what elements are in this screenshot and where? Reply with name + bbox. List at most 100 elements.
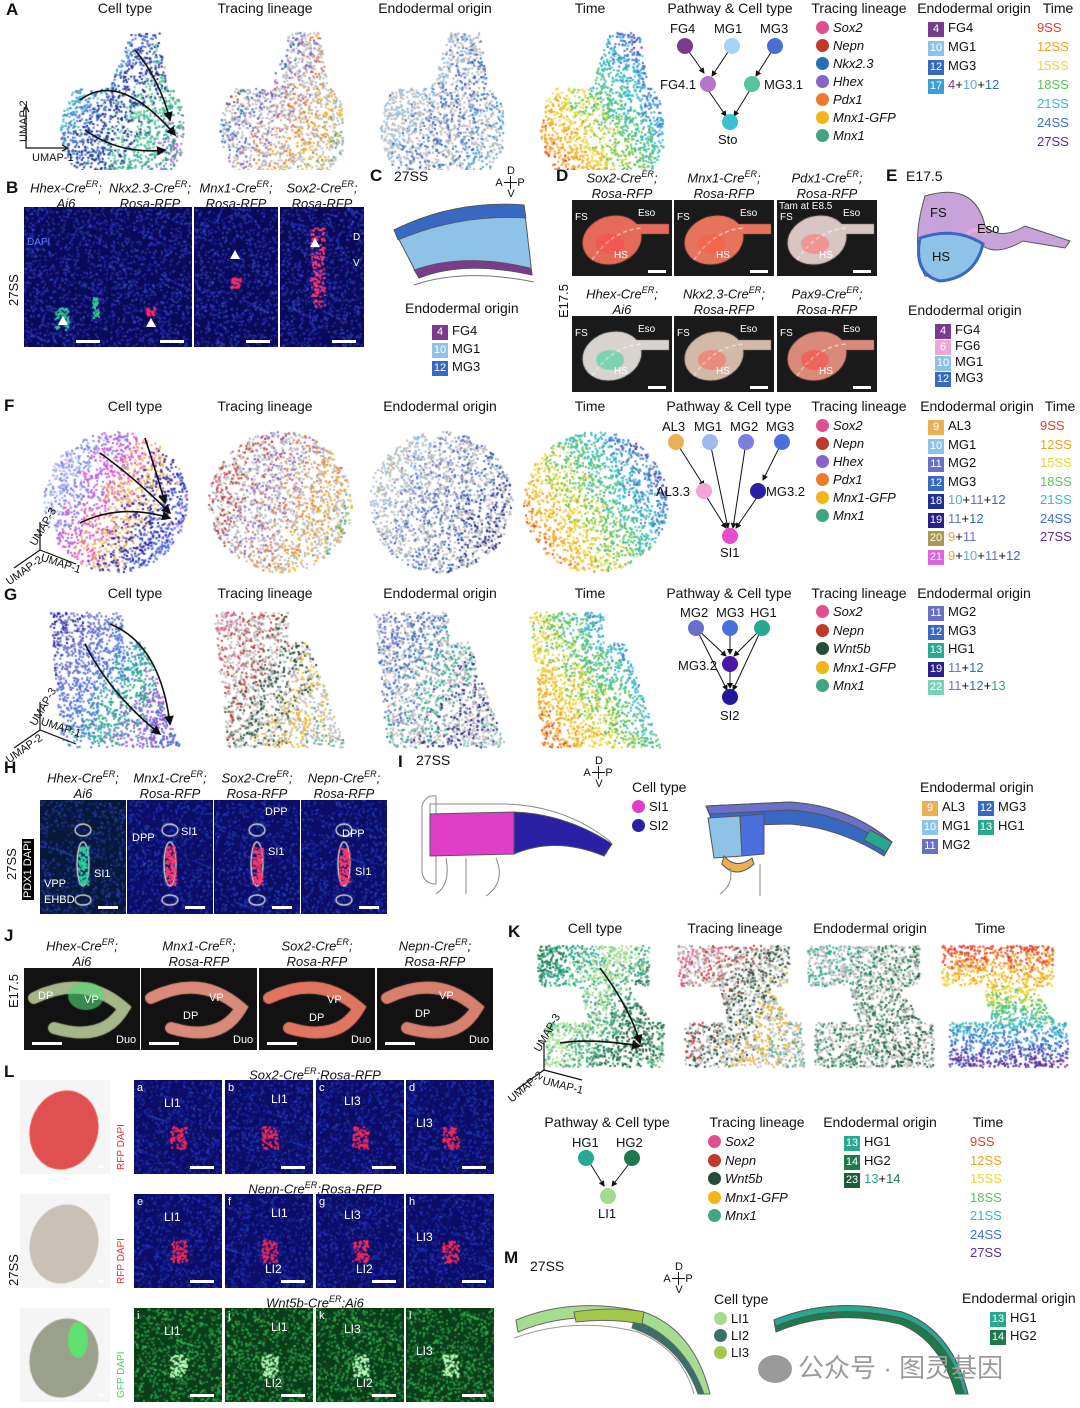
legend-label-part: + — [983, 492, 992, 507]
orient-v: V — [595, 778, 603, 790]
genotype-title-l: Nepn-CreER;Rosa-RFP — [134, 1180, 496, 1196]
legend-label-part: 12 — [969, 659, 984, 675]
genotype-line2: Ai6 — [612, 302, 632, 318]
legend-title-time-f: Time — [1044, 398, 1076, 414]
pathway-diagram-g — [688, 620, 770, 705]
umap-title-endodermal-origin: Endodermal origin — [378, 0, 492, 16]
micrograph-l — [225, 1080, 313, 1174]
legend-item: Sox2 — [816, 20, 863, 35]
scale-bar — [648, 270, 666, 273]
legend-title-celltype-m: Cell type — [714, 1291, 769, 1307]
legend-swatch — [714, 1346, 727, 1359]
eso-label: Eso — [638, 208, 656, 219]
legend-swatch — [708, 1209, 721, 1222]
li-label: LI3 — [416, 1116, 433, 1130]
genotype-sup: ER — [101, 937, 115, 947]
arrowhead-icon — [230, 250, 240, 259]
legend-label-part: 10 — [948, 492, 963, 507]
time-label: 15SS — [1040, 455, 1072, 470]
vp-label: VP — [439, 990, 454, 1002]
umap-title-tracing-k: Tracing lineage — [687, 920, 783, 936]
legend-badge: 11 — [928, 606, 944, 621]
scale-bar — [332, 340, 356, 343]
micrograph-l — [225, 1194, 313, 1288]
legend-label-part: + — [961, 510, 970, 526]
fs-label: FS — [780, 328, 793, 339]
scale-bar — [76, 340, 100, 343]
legend-item: 12 MG3 — [978, 799, 1026, 816]
node-sto: Sto — [718, 132, 738, 147]
genotype-title: Pdx1-CreER; Rosa-RFP — [791, 169, 863, 202]
genotype-line2: Rosa-RFP — [796, 302, 858, 318]
stage-label-c: 27SS — [394, 168, 429, 184]
vp-label: VP — [327, 994, 342, 1006]
legend-item: Sox2 — [816, 418, 863, 433]
orient-p: P — [605, 767, 613, 779]
legend-badge: 18 — [928, 494, 944, 509]
micrograph-h — [214, 800, 300, 914]
legend-item: 22 11+12+13 — [928, 678, 1006, 695]
legend-swatch — [714, 1312, 727, 1325]
time-label: 21SS — [1040, 492, 1072, 507]
time-label: 12SS — [1040, 436, 1072, 452]
legend-badge: 10 — [922, 820, 938, 835]
umap-title-cell-type-k: Cell type — [567, 920, 623, 936]
genotype-title: Pax9-CreER; Rosa-RFP — [791, 285, 863, 318]
micrograph-l — [406, 1308, 494, 1402]
genotype-sup: ER — [341, 179, 354, 189]
legend-item: 4 FG4 — [432, 323, 477, 340]
time-label: 21SS — [1037, 96, 1069, 111]
micrograph-b — [280, 207, 364, 347]
genotype-sup: ER — [85, 179, 99, 189]
scale-bar — [462, 1394, 486, 1397]
node-mg1-f: MG1 — [694, 419, 723, 434]
legend-label-part: 12 — [984, 77, 1000, 92]
legend-swatch — [632, 819, 645, 832]
legend-label-part: 11 — [962, 529, 977, 544]
scale-bar — [98, 906, 118, 909]
genotype-sup: ER — [455, 937, 468, 947]
arrowhead-icon — [310, 238, 320, 247]
legend-swatch — [816, 455, 829, 468]
legend-label: FG4 — [948, 20, 974, 35]
legend-label: MG3 — [452, 359, 481, 374]
scale-bar — [462, 1166, 486, 1169]
axis-umap2-a: UMAP-2 — [18, 100, 30, 142]
legend-label: AL3 — [942, 799, 966, 814]
legend-label: FG4 — [452, 323, 478, 338]
genotype-line1: Pdx1-Cre — [791, 170, 847, 186]
panel-label-m: M — [504, 1248, 519, 1267]
panel-label-d: D — [556, 166, 569, 185]
pathway-title-k: Pathway & Cell type — [544, 1114, 670, 1130]
umap-title-cell-type-g: Cell type — [107, 585, 163, 601]
legend-label-part: 12 — [1005, 547, 1021, 563]
genotype-sup: ER — [219, 937, 232, 947]
panel-label-h: H — [4, 758, 17, 777]
scale-bar — [462, 1280, 486, 1283]
legend-item: 4 FG4 — [928, 20, 973, 37]
legend-item: 10 MG1 — [432, 341, 480, 358]
legend-item: 11 MG2 — [928, 455, 976, 472]
legend-badge: 11 — [922, 839, 938, 854]
genotype-sup: ER — [641, 285, 655, 295]
genotype-title: Sox2-CreER; Rosa-RFP — [221, 769, 293, 802]
umap-a-tracing-lineage — [200, 20, 350, 170]
legend-badge: 10 — [432, 343, 448, 358]
micrograph-h — [127, 800, 213, 914]
panel-label-e: E — [886, 166, 898, 185]
legend-label: FG4 — [955, 322, 981, 337]
legend-label: SI2 — [649, 818, 669, 833]
li2-label: LI2 — [265, 1376, 282, 1390]
orient-a: A — [663, 1273, 671, 1285]
legend-item: Mnx1-GFP — [816, 110, 896, 125]
legend-label-part: 4 — [948, 77, 956, 92]
stain-label-l: RFP DAPI — [116, 1124, 127, 1170]
tile-letter: i — [137, 1310, 140, 1322]
node-si2: SI2 — [720, 708, 740, 723]
legend-badge: 13 — [844, 1136, 860, 1151]
panel-label-i: I — [398, 752, 403, 771]
legend-label-part: + — [955, 77, 963, 92]
legend-badge: 20 — [928, 531, 944, 546]
